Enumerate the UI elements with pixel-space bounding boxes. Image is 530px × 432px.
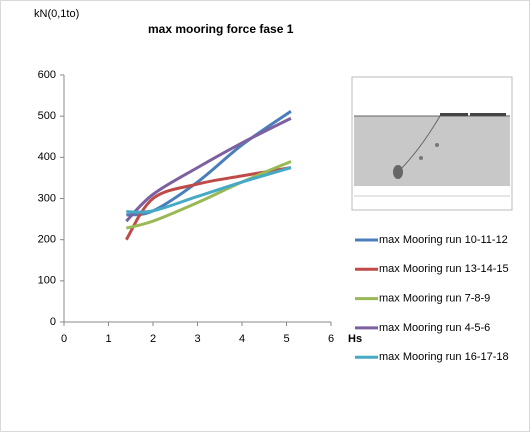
x-tick-label: 0 — [61, 333, 67, 345]
x-tick-label: 2 — [150, 333, 156, 345]
y-tick-label: 200 — [38, 234, 56, 246]
x-tick-label: 5 — [283, 333, 289, 345]
x-tick-label: 1 — [105, 333, 111, 345]
chart-frame — [1, 1, 530, 432]
x-axis-label: Hs — [348, 333, 362, 345]
chart-title: max mooring force fase 1 — [148, 22, 294, 36]
y-tick-label: 300 — [38, 192, 56, 204]
y-tick-label: 0 — [50, 316, 56, 328]
chart: kN(0,1to) max mooring force fase 1 Hs 0 1… — [0, 0, 530, 432]
inset-diagram — [352, 77, 512, 210]
y-tick-label: 600 — [38, 69, 56, 81]
y-tick-label: 400 — [38, 151, 56, 163]
y-axis-label: kN(0,1to) — [34, 8, 79, 20]
legend-label: max Mooring run 7-8-9 — [379, 293, 490, 305]
x-tick-label: 3 — [194, 333, 200, 345]
legend-label: max Mooring run 16-17-18 — [379, 351, 509, 363]
y-tick-label: 100 — [38, 275, 56, 287]
legend-label: max Mooring run 13-14-15 — [379, 263, 509, 275]
x-tick-label: 6 — [328, 333, 334, 345]
legend-label: max Mooring run 10-11-12 — [379, 234, 508, 246]
y-tick-label: 500 — [38, 110, 56, 122]
legend-label: max Mooring run 4-5-6 — [379, 322, 490, 334]
x-tick-label: 4 — [239, 333, 245, 345]
page: {"chart_data": {"type": "line", "title":… — [0, 0, 530, 432]
